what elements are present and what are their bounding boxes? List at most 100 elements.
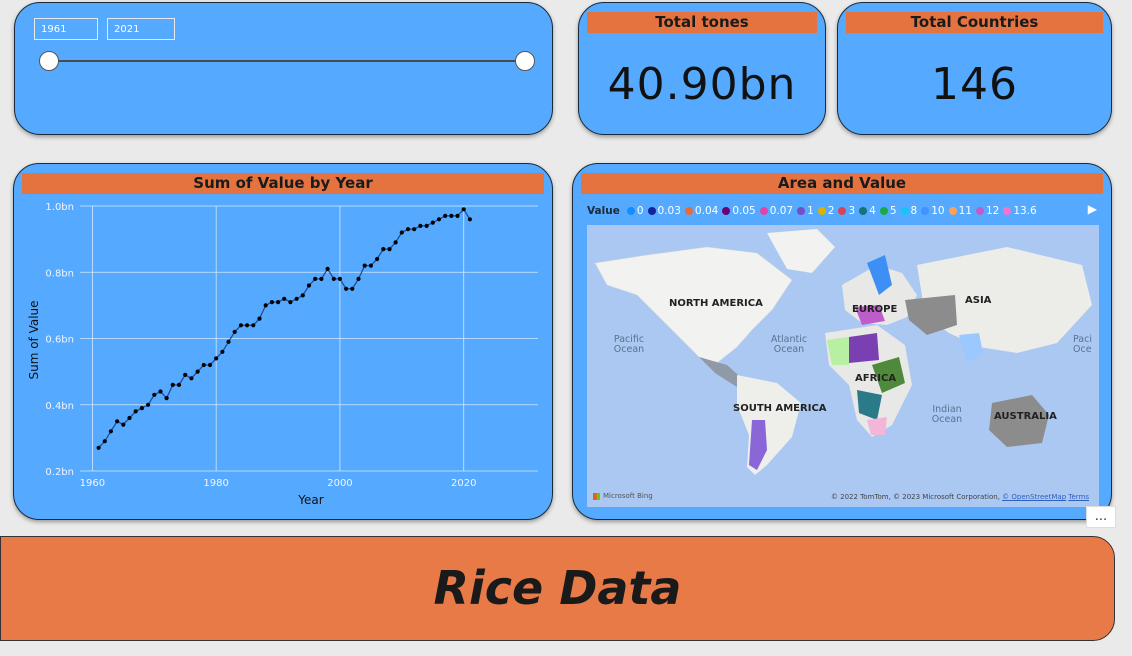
data-point[interactable] — [325, 266, 330, 271]
data-point[interactable] — [183, 372, 188, 377]
slicer-start-input[interactable]: 1961 — [34, 18, 98, 40]
data-point[interactable] — [300, 293, 305, 298]
legend-item[interactable]: 13.6 — [1003, 205, 1037, 217]
data-point[interactable] — [412, 227, 417, 232]
data-point[interactable] — [263, 303, 268, 308]
data-point[interactable] — [449, 213, 454, 218]
legend-item[interactable]: 2 — [817, 205, 834, 217]
slider-track[interactable] — [49, 60, 527, 62]
data-point[interactable] — [313, 276, 318, 281]
legend-item[interactable]: 0.04 — [684, 204, 719, 217]
continent-label: AUSTRALIA — [994, 411, 1057, 422]
y-tick-label: 0.8bn — [45, 268, 74, 279]
data-point[interactable] — [207, 362, 213, 368]
data-point[interactable] — [362, 263, 367, 268]
slicer-end-input[interactable]: 2021 — [107, 18, 175, 40]
data-point[interactable] — [195, 369, 200, 374]
data-point[interactable] — [375, 256, 380, 262]
data-point[interactable] — [306, 283, 312, 288]
legend-item[interactable]: 12 — [975, 205, 999, 217]
data-point[interactable] — [269, 300, 274, 305]
slider-handle-start[interactable] — [39, 51, 59, 71]
legend-label: 4 — [869, 204, 876, 217]
legend-dot-icon — [647, 206, 656, 215]
data-point[interactable] — [294, 296, 299, 301]
title-banner: Rice Data — [0, 536, 1115, 641]
data-point[interactable] — [344, 286, 349, 291]
data-point[interactable] — [282, 296, 287, 301]
data-point[interactable] — [356, 276, 361, 281]
data-point[interactable] — [238, 323, 243, 328]
data-point[interactable] — [350, 286, 355, 291]
data-point[interactable] — [102, 439, 107, 444]
data-point[interactable] — [152, 392, 157, 397]
osm-link[interactable]: © OpenStreetMap — [1002, 493, 1067, 501]
legend-item[interactable]: 0.03 — [647, 205, 681, 217]
legend-dot-icon — [859, 206, 868, 215]
legend-item[interactable]: 0.07 — [759, 205, 793, 217]
data-point[interactable] — [430, 220, 435, 225]
map-card: Area and Value Value 0 0.03 0.04 0.05 0.07 1 2… — [572, 163, 1112, 520]
legend-dot-icon — [838, 206, 847, 215]
legend-next-arrow-icon[interactable]: ▶ — [1087, 202, 1097, 216]
data-point[interactable] — [399, 230, 404, 235]
data-point[interactable] — [245, 323, 250, 328]
data-point[interactable] — [146, 402, 151, 407]
data-point[interactable] — [276, 300, 281, 305]
data-point[interactable] — [189, 376, 194, 381]
data-point[interactable] — [424, 223, 429, 228]
data-point[interactable] — [115, 419, 120, 424]
legend-item[interactable]: 1 — [797, 205, 814, 217]
legend-item[interactable]: 8 — [900, 204, 918, 217]
data-point[interactable] — [418, 223, 423, 228]
data-point[interactable] — [201, 362, 206, 368]
data-point[interactable] — [220, 349, 225, 354]
legend-item[interactable]: 10 — [921, 204, 945, 217]
data-point[interactable] — [368, 263, 373, 268]
slider-handle-end[interactable] — [515, 51, 535, 71]
data-point[interactable] — [226, 339, 231, 344]
data-point[interactable] — [443, 213, 448, 218]
data-point[interactable] — [461, 207, 466, 212]
data-point[interactable] — [381, 247, 386, 252]
data-point[interactable] — [121, 422, 126, 427]
data-point[interactable] — [331, 276, 336, 281]
data-point[interactable] — [158, 389, 163, 394]
legend-item[interactable]: 4 — [859, 205, 876, 217]
data-point[interactable] — [214, 356, 219, 361]
data-point[interactable] — [387, 247, 392, 252]
data-point[interactable] — [257, 316, 262, 321]
data-point[interactable] — [436, 217, 442, 222]
data-point[interactable] — [164, 396, 169, 401]
data-point[interactable] — [176, 382, 182, 387]
data-point[interactable] — [251, 323, 256, 328]
data-point[interactable] — [170, 382, 175, 387]
legend-label: 0.04 — [694, 204, 719, 217]
data-point[interactable] — [127, 415, 132, 421]
data-point[interactable] — [455, 213, 460, 218]
data-point[interactable] — [319, 276, 324, 281]
continent-label: AFRICA — [855, 373, 897, 384]
legend-item[interactable]: 11 — [948, 205, 972, 217]
terms-link[interactable]: Terms — [1068, 493, 1089, 501]
legend-label: 8 — [910, 204, 918, 217]
more-options-button[interactable]: ... — [1086, 506, 1116, 528]
data-point[interactable] — [139, 406, 144, 411]
legend-item[interactable]: 0 — [626, 205, 644, 217]
legend-label: 10 — [931, 204, 945, 217]
legend-item[interactable]: 0.05 — [722, 205, 756, 217]
data-point[interactable] — [232, 329, 237, 334]
data-point[interactable] — [108, 429, 113, 434]
legend-item[interactable]: 3 — [838, 205, 855, 217]
data-point[interactable] — [288, 300, 293, 305]
data-point[interactable] — [467, 217, 472, 222]
legend-title: Value — [587, 205, 620, 217]
series-line — [98, 208, 471, 449]
world-map[interactable]: NORTH AMERICA EUROPE ASIA AFRICA SOUTH A… — [587, 225, 1099, 507]
data-point[interactable] — [393, 240, 398, 245]
data-point[interactable] — [133, 409, 138, 414]
data-point[interactable] — [337, 276, 342, 281]
data-point[interactable] — [405, 227, 411, 232]
data-point[interactable] — [96, 445, 101, 450]
legend-item[interactable]: 5 — [879, 205, 897, 217]
